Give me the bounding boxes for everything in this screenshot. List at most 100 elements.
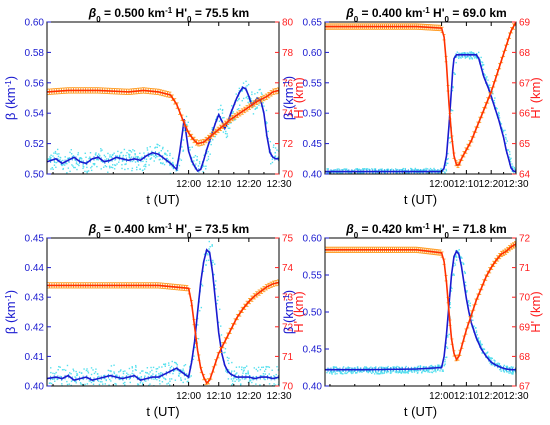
beta-scatter-point [414,175,415,176]
beta-scatter-point [447,152,449,155]
beta-scatter-point [516,168,517,169]
beta-scatter-point [334,373,336,375]
beta-scatter-point [231,380,234,382]
beta-scatter-point [402,167,405,170]
beta-scatter-point [247,101,249,104]
beta-scatter-point [54,380,56,382]
left-y-tick-label: 0.40 [303,170,323,181]
beta-scatter-point [419,365,422,367]
beta-scatter-point [265,109,268,112]
beta-scatter-point [426,369,429,372]
beta-scatter-point [371,175,372,176]
beta-scatter-point [109,154,111,156]
beta-scatter-point [493,99,495,102]
beta-scatter-point [334,366,337,368]
beta-scatter-point [209,246,211,248]
beta-scatter-point [160,373,162,376]
beta-scatter-point [137,383,140,386]
beta-scatter-point [256,91,259,94]
beta-scatter-point [95,154,97,156]
beta-scatter-point [496,107,498,110]
beta-scatter-point [93,164,96,166]
beta-scatter-point [119,390,120,391]
beta-scatter-point [449,141,451,144]
beta-scatter-point [208,248,210,250]
beta-scatter-point [162,146,164,149]
beta-scatter-point [184,378,186,380]
beta-scatter-point [375,366,377,368]
beta-scatter-point [411,169,414,171]
beta-scatter-point [57,155,60,158]
beta-scatter-point [116,374,118,376]
beta-scatter-point [180,159,183,161]
chart-panel-1: 12:00 12:10 12:20 12:30 t (UT) 0.50 0.52 0.54 0.… [3,6,306,208]
beta-scatter-point [259,384,261,386]
beta-scatter-point [343,168,345,170]
beta-scatter-point [207,254,209,256]
beta-scatter-point [228,362,230,365]
beta-scatter-point [65,161,67,164]
title-subscript: 0 [445,231,450,240]
beta-scatter-point [59,156,61,159]
beta-scatter-point [245,80,247,83]
beta-scatter-point [211,126,214,129]
beta-scatter-point [442,370,444,372]
beta-scatter-point [436,369,439,371]
beta-scatter-point [266,122,268,124]
beta-scatter-point [345,175,346,176]
beta-scatter-point [407,371,409,373]
beta-scatter-point [133,150,136,152]
beta-scatter-point [228,357,230,359]
beta-scatter-point [481,347,483,350]
beta-scatter-point [247,83,250,86]
beta-scatter-point [511,166,513,168]
beta-scatter-point [486,352,488,354]
beta-scatter-point [86,170,88,173]
beta-scatter-point [92,380,94,383]
beta-scatter-point [208,259,210,261]
title-beta-symbol: β [88,6,97,20]
beta-scatter-point [481,61,484,64]
beta-scatter-point [127,387,128,388]
beta-scatter-point [502,370,505,372]
beta-scatter-point [54,150,57,153]
beta-scatter-point [273,375,275,377]
beta-scatter-point [143,165,145,167]
beta-scatter-point [68,383,71,385]
beta-scatter-point [406,171,408,174]
beta-scatter-point [84,170,86,173]
beta-scatter-point [456,56,458,58]
beta-scatter-point [178,370,180,373]
beta-scatter-point [90,169,93,172]
beta-scatter-point [234,380,236,383]
beta-scatter-point [418,170,420,172]
beta-scatter-point [169,152,171,155]
beta-scatter-point [401,371,403,374]
beta-scatter-point [451,274,454,276]
beta-scatter-point [128,156,131,159]
beta-scatter-point [175,362,177,364]
beta-scatter-point [460,57,462,59]
beta-scatter-point [271,369,273,371]
beta-scatter-point [256,370,259,372]
beta-scatter-point [148,384,150,386]
beta-scatter-point [52,389,53,390]
right-y-tick-label: 64 [519,170,531,181]
beta-scatter-point [75,382,77,384]
beta-scatter-point [392,366,394,368]
beta-scatter-point [479,342,482,344]
beta-scatter-point [143,152,145,154]
beta-scatter-point [90,373,93,376]
beta-scatter-point [114,382,116,385]
beta-scatter-point [131,372,133,375]
beta-scatter-point [120,369,122,371]
beta-scatter-point [62,167,65,170]
title-h-prefix: H' [430,222,445,236]
beta-scatter-point [187,121,189,124]
beta-scatter-point [373,169,376,172]
beta-scatter-point [459,56,462,58]
beta-scatter-point [505,136,507,139]
beta-scatter-point [379,175,380,176]
beta-scatter-point [187,380,189,383]
beta-scatter-point [59,375,61,378]
